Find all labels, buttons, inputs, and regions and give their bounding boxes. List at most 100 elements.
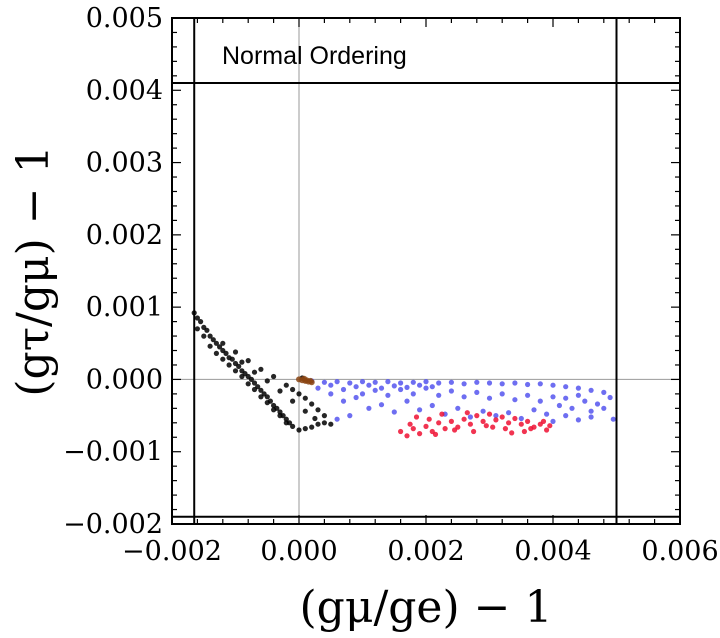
blue-point bbox=[328, 391, 334, 397]
black-point bbox=[251, 386, 258, 393]
red-point bbox=[432, 431, 439, 437]
blue-point bbox=[461, 381, 467, 387]
blue-point bbox=[417, 382, 423, 388]
blue-point bbox=[340, 386, 347, 393]
blue-point bbox=[461, 394, 467, 400]
black-point bbox=[302, 395, 308, 401]
red-point bbox=[452, 427, 458, 433]
x-tick-label: −0.002 bbox=[122, 536, 222, 567]
blue-point bbox=[518, 415, 524, 422]
black-point bbox=[302, 408, 308, 414]
red-point bbox=[547, 423, 553, 429]
y-tick-label: 0.003 bbox=[86, 148, 163, 179]
black-point bbox=[328, 421, 334, 427]
black-point bbox=[290, 423, 296, 429]
blue-point bbox=[385, 379, 391, 385]
x-tick-label: 0.002 bbox=[387, 536, 464, 567]
blue-point bbox=[550, 418, 556, 424]
blue-point bbox=[569, 405, 575, 411]
blue-point bbox=[556, 402, 563, 409]
red-point bbox=[423, 423, 429, 429]
black-point bbox=[245, 358, 251, 364]
blue-point bbox=[512, 380, 518, 386]
blue-point bbox=[340, 398, 347, 404]
blue-point bbox=[378, 385, 385, 391]
blue-point bbox=[575, 385, 582, 391]
black-point bbox=[207, 333, 213, 339]
blue-point bbox=[347, 413, 353, 419]
y-tick-label: −0.002 bbox=[63, 509, 163, 540]
blue-point bbox=[474, 379, 480, 385]
black-point bbox=[236, 363, 242, 369]
black-point bbox=[258, 394, 264, 400]
blue-point bbox=[378, 402, 385, 408]
red-point bbox=[512, 415, 518, 422]
brown-point bbox=[307, 377, 314, 384]
black-point bbox=[245, 381, 251, 387]
black-point bbox=[277, 388, 283, 394]
red-point bbox=[521, 428, 528, 435]
blue-point bbox=[410, 379, 416, 385]
black-point bbox=[198, 319, 204, 325]
y-tick-label: 0.002 bbox=[86, 220, 163, 251]
red-point bbox=[490, 424, 496, 430]
series-blue bbox=[309, 378, 616, 424]
blue-point bbox=[328, 382, 334, 388]
black-point bbox=[264, 378, 270, 384]
blue-point bbox=[436, 392, 442, 398]
x-tick-label: 0.006 bbox=[641, 536, 718, 567]
blue-point bbox=[575, 392, 582, 398]
red-point bbox=[502, 426, 508, 432]
black-point bbox=[239, 373, 245, 380]
blue-point bbox=[404, 384, 410, 390]
x-axis-title: (gμ/ge) − 1 bbox=[300, 582, 553, 633]
black-point bbox=[248, 376, 254, 382]
black-point bbox=[321, 420, 327, 426]
black-point bbox=[312, 415, 318, 422]
blue-point bbox=[537, 398, 543, 404]
red-point bbox=[404, 433, 410, 439]
blue-point bbox=[563, 395, 569, 401]
red-point bbox=[439, 411, 445, 417]
black-point bbox=[315, 421, 321, 427]
y-tick-label: 0.005 bbox=[86, 3, 163, 34]
black-point bbox=[277, 413, 283, 419]
black-point bbox=[283, 420, 289, 426]
black-point bbox=[309, 401, 315, 407]
blue-point bbox=[417, 407, 423, 413]
blue-point bbox=[404, 398, 410, 404]
series-black bbox=[191, 310, 334, 433]
red-point bbox=[398, 428, 404, 435]
blue-point bbox=[531, 407, 537, 413]
blue-point bbox=[315, 385, 321, 391]
blue-point bbox=[429, 402, 435, 409]
blue-point bbox=[398, 386, 404, 393]
red-point bbox=[448, 418, 454, 424]
series-red bbox=[398, 410, 553, 439]
black-point bbox=[251, 369, 258, 375]
blue-point bbox=[474, 389, 480, 395]
blue-point bbox=[366, 405, 372, 411]
y-tick-label: 0.000 bbox=[86, 364, 163, 395]
annotation-label: Normal Ordering bbox=[222, 42, 407, 70]
blue-point bbox=[588, 387, 594, 393]
red-point bbox=[464, 410, 470, 416]
y-tick-label: 0.004 bbox=[86, 75, 163, 106]
black-point bbox=[217, 344, 223, 350]
black-point bbox=[271, 407, 277, 413]
blue-point bbox=[372, 387, 378, 393]
blue-point bbox=[575, 417, 582, 423]
red-point bbox=[467, 421, 473, 427]
blue-point bbox=[537, 381, 543, 387]
black-point bbox=[315, 407, 321, 413]
blue-point bbox=[493, 413, 499, 419]
blue-point bbox=[353, 394, 359, 401]
blue-point bbox=[588, 414, 594, 420]
blue-point bbox=[550, 394, 556, 400]
blue-point bbox=[334, 379, 340, 385]
blue-point bbox=[366, 382, 372, 388]
black-point bbox=[232, 349, 239, 355]
red-point bbox=[413, 414, 420, 420]
blue-point bbox=[610, 416, 616, 422]
